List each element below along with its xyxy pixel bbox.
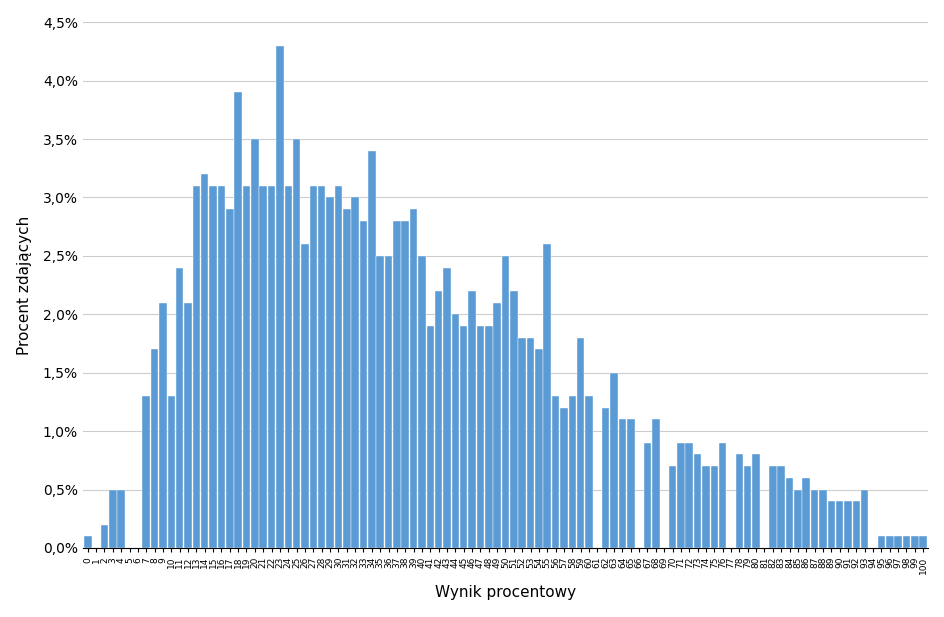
Bar [426,326,433,548]
Bar [860,489,868,548]
Bar [109,489,116,548]
Bar [410,209,417,548]
Bar [276,46,283,548]
Bar [167,396,175,548]
Bar [618,420,626,548]
Bar [226,209,233,548]
Bar [810,489,818,548]
Bar [434,291,442,548]
Bar [310,186,317,548]
Bar [201,174,209,548]
Bar [518,337,526,548]
Bar [543,244,550,548]
Bar [351,197,359,548]
Bar [510,291,517,548]
Bar [793,489,801,548]
Bar [568,396,576,548]
Bar [210,186,216,548]
Bar [251,139,259,548]
Bar [501,256,509,548]
Bar [476,326,483,548]
Bar [651,420,659,548]
Bar [643,443,650,548]
Bar [919,536,926,548]
Bar [843,501,851,548]
Bar [701,466,709,548]
Bar [668,466,676,548]
X-axis label: Wynik procentowy: Wynik procentowy [434,586,576,600]
Bar [777,466,784,548]
Bar [584,396,592,548]
Bar [818,489,826,548]
Y-axis label: Procent zdających: Procent zdających [17,215,32,355]
Bar [343,209,350,548]
Bar [443,268,450,548]
Bar [493,302,500,548]
Bar [418,256,425,548]
Bar [184,302,192,548]
Bar [267,186,275,548]
Bar [801,478,809,548]
Bar [243,186,250,548]
Bar [284,186,292,548]
Bar [734,455,742,548]
Bar [902,536,909,548]
Bar [627,420,633,548]
Bar [460,326,467,548]
Bar [217,186,225,548]
Bar [151,349,159,548]
Bar [451,314,459,548]
Bar [468,291,476,548]
Bar [234,93,242,548]
Bar [677,443,684,548]
Bar [384,256,392,548]
Bar [851,501,859,548]
Bar [193,186,200,548]
Bar [693,455,700,548]
Bar [560,408,567,548]
Bar [393,221,400,548]
Bar [743,466,750,548]
Bar [534,349,542,548]
Bar [768,466,776,548]
Bar [827,501,834,548]
Bar [610,373,617,548]
Bar [376,256,383,548]
Bar [551,396,559,548]
Bar [576,337,583,548]
Bar [317,186,325,548]
Bar [159,302,166,548]
Bar [684,443,692,548]
Bar [84,536,92,548]
Bar [334,186,342,548]
Bar [367,151,375,548]
Bar [835,501,842,548]
Bar [301,244,309,548]
Bar [401,221,409,548]
Bar [784,478,792,548]
Bar [885,536,893,548]
Bar [326,197,333,548]
Bar [601,408,609,548]
Bar [526,337,533,548]
Bar [484,326,492,548]
Bar [143,396,150,548]
Bar [877,536,885,548]
Bar [101,524,109,548]
Bar [117,489,125,548]
Bar [176,268,183,548]
Bar [893,536,901,548]
Bar [710,466,717,548]
Bar [910,536,918,548]
Bar [360,221,367,548]
Bar [718,443,726,548]
Bar [260,186,267,548]
Bar [751,455,759,548]
Bar [293,139,300,548]
